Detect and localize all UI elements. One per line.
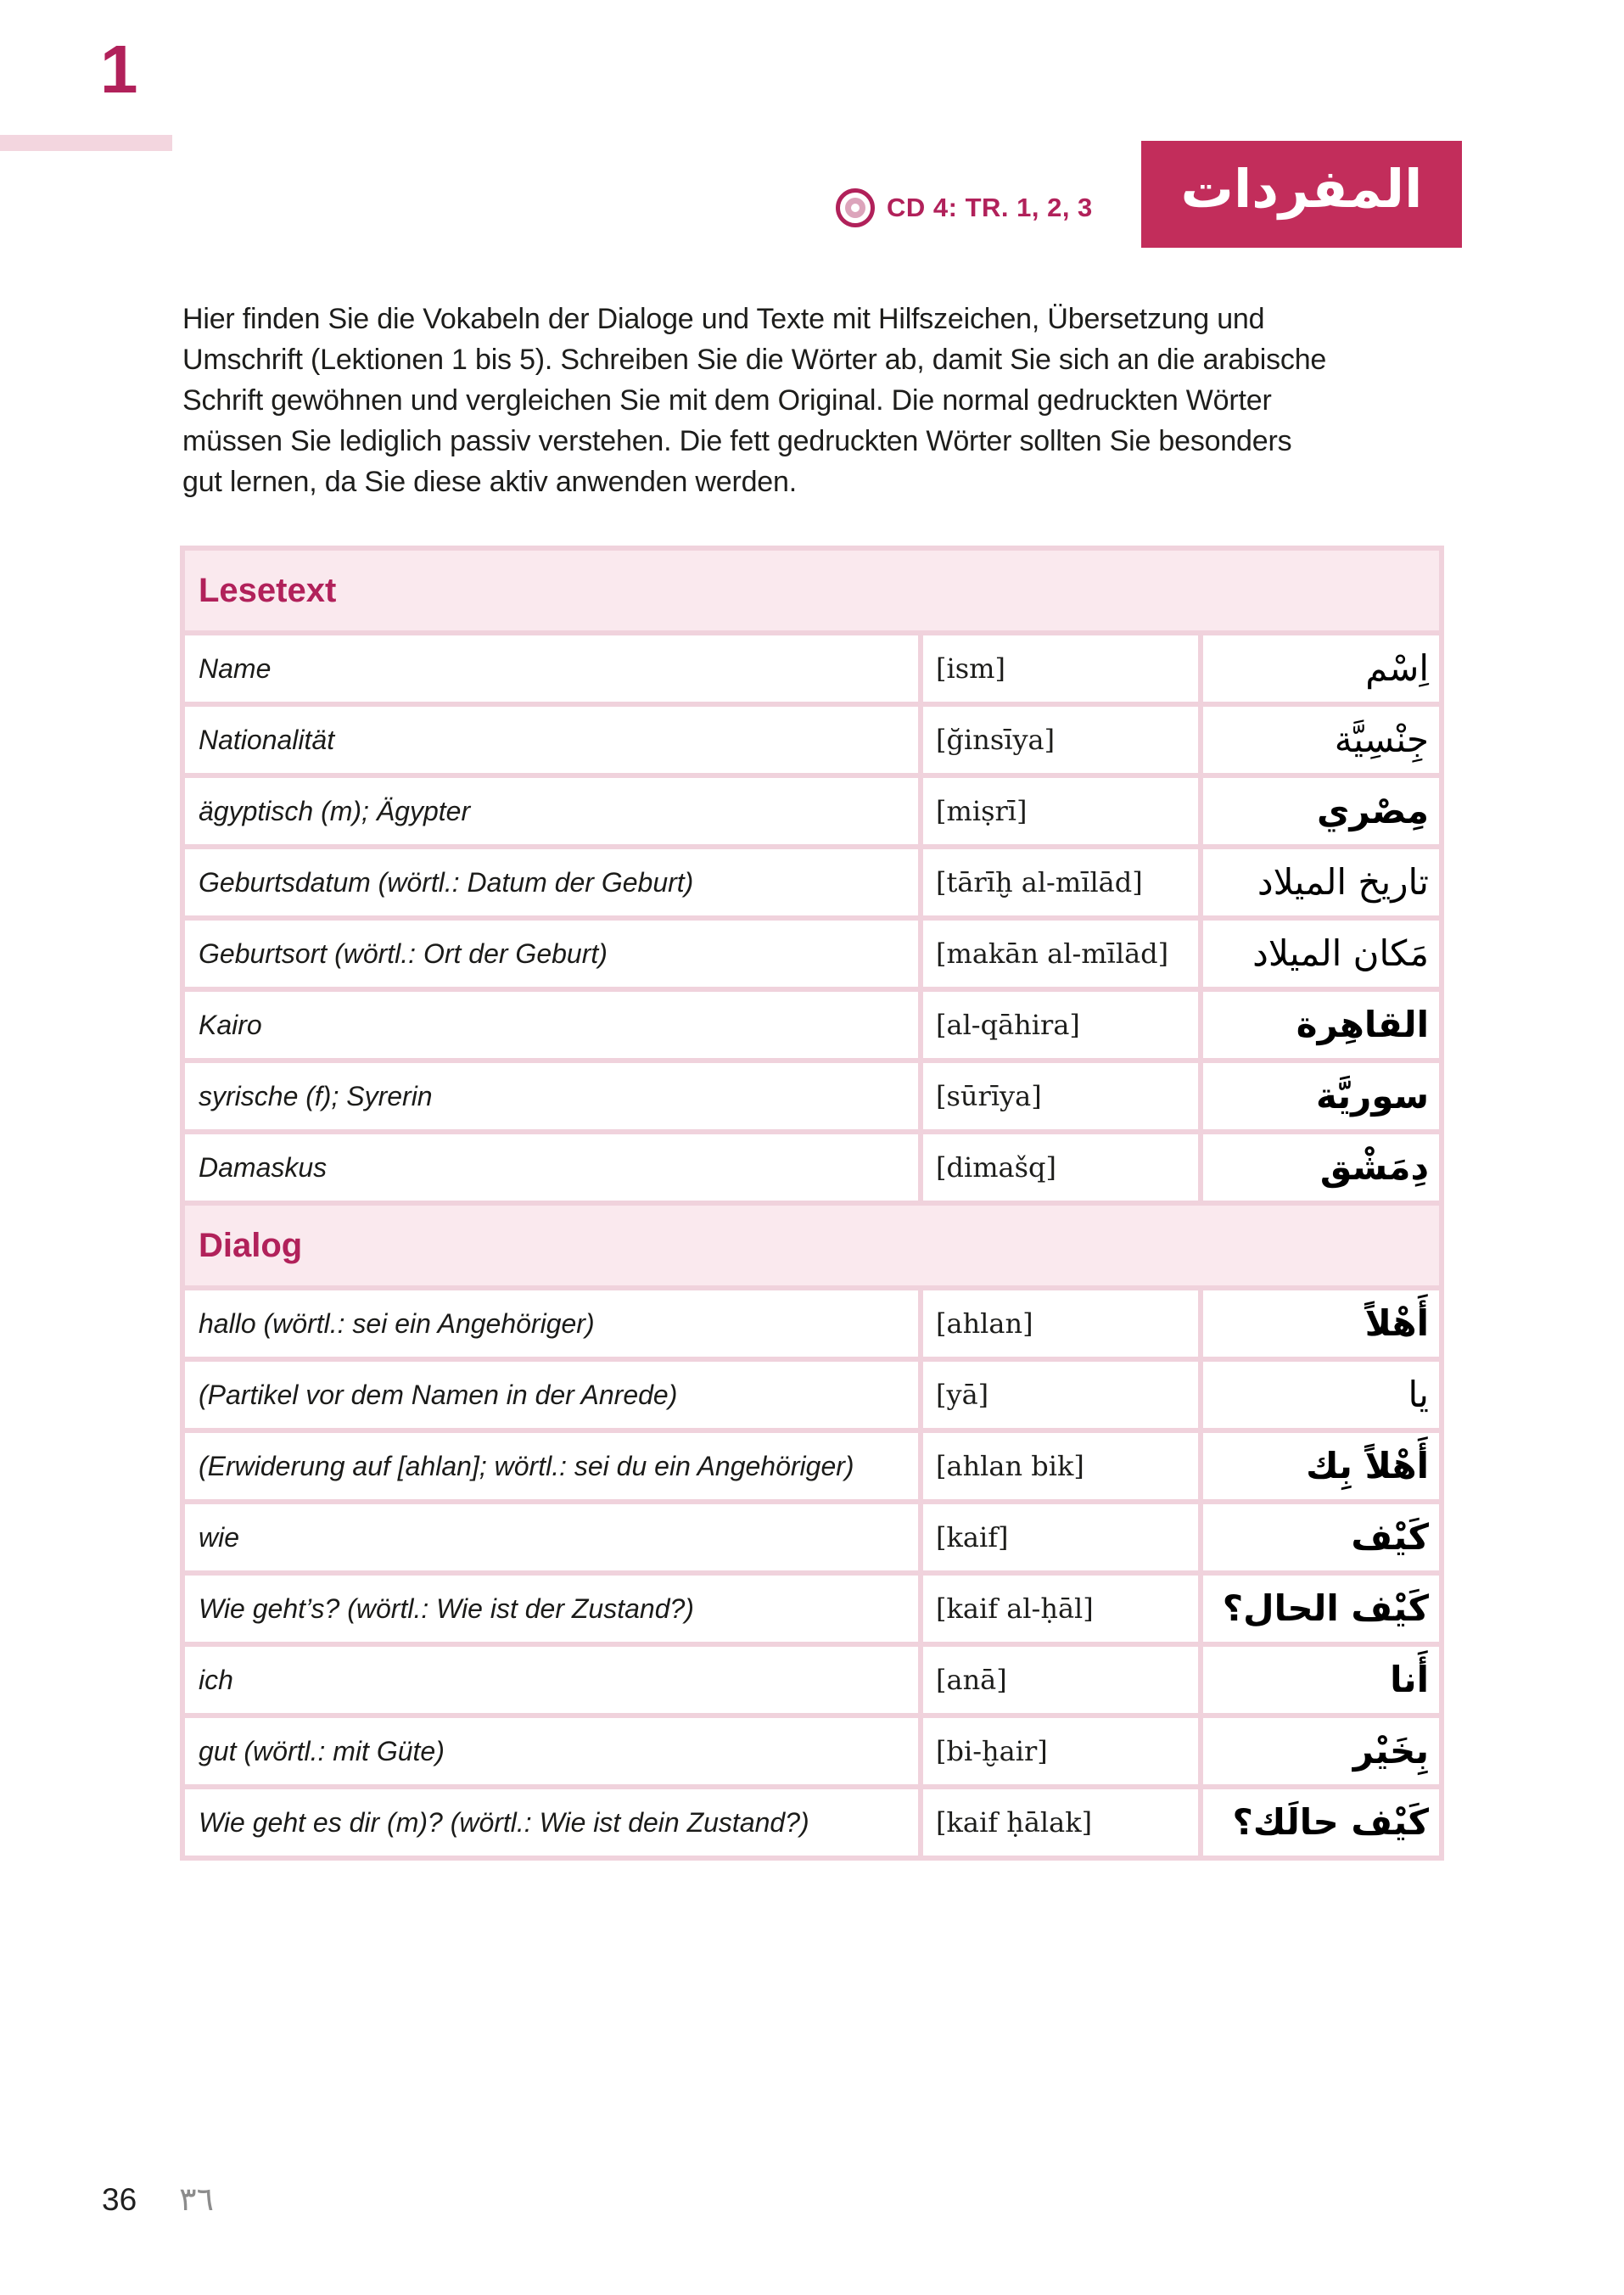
arabic-title: المفردات (1180, 157, 1423, 220)
transliteration-cell: [ism] (923, 635, 1198, 702)
arabic-cell: دِمَشْق (1203, 1134, 1439, 1201)
german-cell: Wie geht’s? (wörtl.: Wie ist der Zustand… (185, 1576, 918, 1642)
german-cell: ägyptisch (m); Ägypter (185, 778, 918, 844)
section-header-lesetext: Lesetext (185, 551, 1439, 630)
section-header-dialog: Dialog (185, 1206, 1439, 1285)
vocab-row: gut (wörtl.: mit Güte) [bi-ḫair] بِخَيْر (185, 1718, 1439, 1784)
page-number-arabic: ٣٦ (179, 2180, 214, 2218)
vocab-row: syrische (f); Syrerin [sūrīya] سوريَّة (185, 1063, 1439, 1129)
intro-line: Umschrift (Lektionen 1 bis 5). Schreiben… (182, 344, 1327, 376)
vocab-row: wie [kaif] كَيْف (185, 1504, 1439, 1570)
decorative-bar (0, 135, 172, 151)
transliteration-cell: [ahlan bik] (923, 1433, 1198, 1499)
intro-line: müssen Sie lediglich passiv verstehen. D… (182, 425, 1292, 457)
arabic-title-box: المفردات (1141, 141, 1462, 248)
vocab-row: Wie geht’s? (wörtl.: Wie ist der Zustand… (185, 1576, 1439, 1642)
transliteration-cell: [makān al-mīlād] (923, 921, 1198, 987)
arabic-cell: أَهْلاً بِك (1203, 1433, 1439, 1499)
cd-icon (836, 188, 875, 227)
transliteration-cell: [yā] (923, 1362, 1198, 1428)
arabic-cell: تاريخ الميلاد (1203, 849, 1439, 915)
vocab-row: Damaskus [dimašq] دِمَشْق (185, 1134, 1439, 1201)
german-cell: (Partikel vor dem Namen in der Anrede) (185, 1362, 918, 1428)
transliteration-cell: [ahlan] (923, 1290, 1198, 1357)
transliteration-cell: [miṣrī] (923, 778, 1198, 844)
vocab-row: ich [anā] أَنا (185, 1647, 1439, 1713)
vocab-row: (Partikel vor dem Namen in der Anrede) [… (185, 1362, 1439, 1428)
arabic-cell: أَهْلاً (1203, 1290, 1439, 1357)
arabic-cell: كَيْف حالَك؟ (1203, 1789, 1439, 1856)
arabic-cell: القاهِرة (1203, 992, 1439, 1058)
transliteration-cell: [sūrīya] (923, 1063, 1198, 1129)
german-cell: Geburtsort (wörtl.: Ort der Geburt) (185, 921, 918, 987)
footer-page-numbers: 36 ٣٦ (102, 2180, 214, 2218)
german-cell: gut (wörtl.: mit Güte) (185, 1718, 918, 1784)
german-cell: wie (185, 1504, 918, 1570)
vocab-row: ägyptisch (m); Ägypter [miṣrī] مِصْري (185, 778, 1439, 844)
intro-line: Schrift gewöhnen und vergleichen Sie mit… (182, 384, 1272, 417)
page-number-latin: 36 (102, 2182, 137, 2217)
german-cell: Nationalität (185, 707, 918, 773)
intro-paragraph: Hier finden Sie die Vokabeln der Dialoge… (182, 299, 1464, 502)
german-cell: hallo (wörtl.: sei ein Angehöriger) (185, 1290, 918, 1357)
german-cell: Damaskus (185, 1134, 918, 1201)
vocab-row: Kairo [al-qāhira] القاهِرة (185, 992, 1439, 1058)
german-cell: (Erwiderung auf [ahlan]; wörtl.: sei du … (185, 1433, 918, 1499)
transliteration-cell: [kaif] (923, 1504, 1198, 1570)
arabic-cell: اِسْم (1203, 635, 1439, 702)
arabic-cell: أَنا (1203, 1647, 1439, 1713)
transliteration-cell: [ğinsīya] (923, 707, 1198, 773)
unit-number: 1 (100, 31, 138, 107)
transliteration-cell: [kaif ḥālak] (923, 1789, 1198, 1856)
arabic-cell: مِصْري (1203, 778, 1439, 844)
transliteration-cell: [dimašq] (923, 1134, 1198, 1201)
german-cell: syrische (f); Syrerin (185, 1063, 918, 1129)
arabic-cell: مَكان الميلاد (1203, 921, 1439, 987)
arabic-cell: كَيْف الحال؟ (1203, 1576, 1439, 1642)
transliteration-cell: [anā] (923, 1647, 1198, 1713)
cd-track-label: CD 4: TR. 1, 2, 3 (887, 193, 1093, 222)
transliteration-cell: [tārīḫ al-mīlād] (923, 849, 1198, 915)
transliteration-cell: [bi-ḫair] (923, 1718, 1198, 1784)
vocab-row: Geburtsort (wörtl.: Ort der Geburt) [mak… (185, 921, 1439, 987)
vocab-row: Name [ism] اِسْم (185, 635, 1439, 702)
intro-line: Hier finden Sie die Vokabeln der Dialoge… (182, 303, 1265, 335)
vocab-row: hallo (wörtl.: sei ein Angehöriger) [ahl… (185, 1290, 1439, 1357)
arabic-cell: يا (1203, 1362, 1439, 1428)
german-cell: Name (185, 635, 918, 702)
arabic-cell: بِخَيْر (1203, 1718, 1439, 1784)
cd-track-line: CD 4: TR. 1, 2, 3 (836, 185, 1116, 231)
vocab-row: Wie geht es dir (m)? (wörtl.: Wie ist de… (185, 1789, 1439, 1856)
cd-icon-inner-ring (845, 198, 865, 218)
arabic-cell: جِنْسِيَّة (1203, 707, 1439, 773)
german-cell: Kairo (185, 992, 918, 1058)
intro-line: gut lernen, da Sie diese aktiv anwenden … (182, 466, 797, 498)
vocab-table: Lesetext Name [ism] اِسْم Nationalität [… (180, 546, 1444, 1861)
vocab-row: Nationalität [ğinsīya] جِنْسِيَّة (185, 707, 1439, 773)
transliteration-cell: [al-qāhira] (923, 992, 1198, 1058)
german-cell: Wie geht es dir (m)? (wörtl.: Wie ist de… (185, 1789, 918, 1856)
german-cell: Geburtsdatum (wörtl.: Datum der Geburt) (185, 849, 918, 915)
transliteration-cell: [kaif al-ḥāl] (923, 1576, 1198, 1642)
arabic-cell: سوريَّة (1203, 1063, 1439, 1129)
vocab-row: (Erwiderung auf [ahlan]; wörtl.: sei du … (185, 1433, 1439, 1499)
vocab-row: Geburtsdatum (wörtl.: Datum der Geburt) … (185, 849, 1439, 915)
german-cell: ich (185, 1647, 918, 1713)
arabic-cell: كَيْف (1203, 1504, 1439, 1570)
